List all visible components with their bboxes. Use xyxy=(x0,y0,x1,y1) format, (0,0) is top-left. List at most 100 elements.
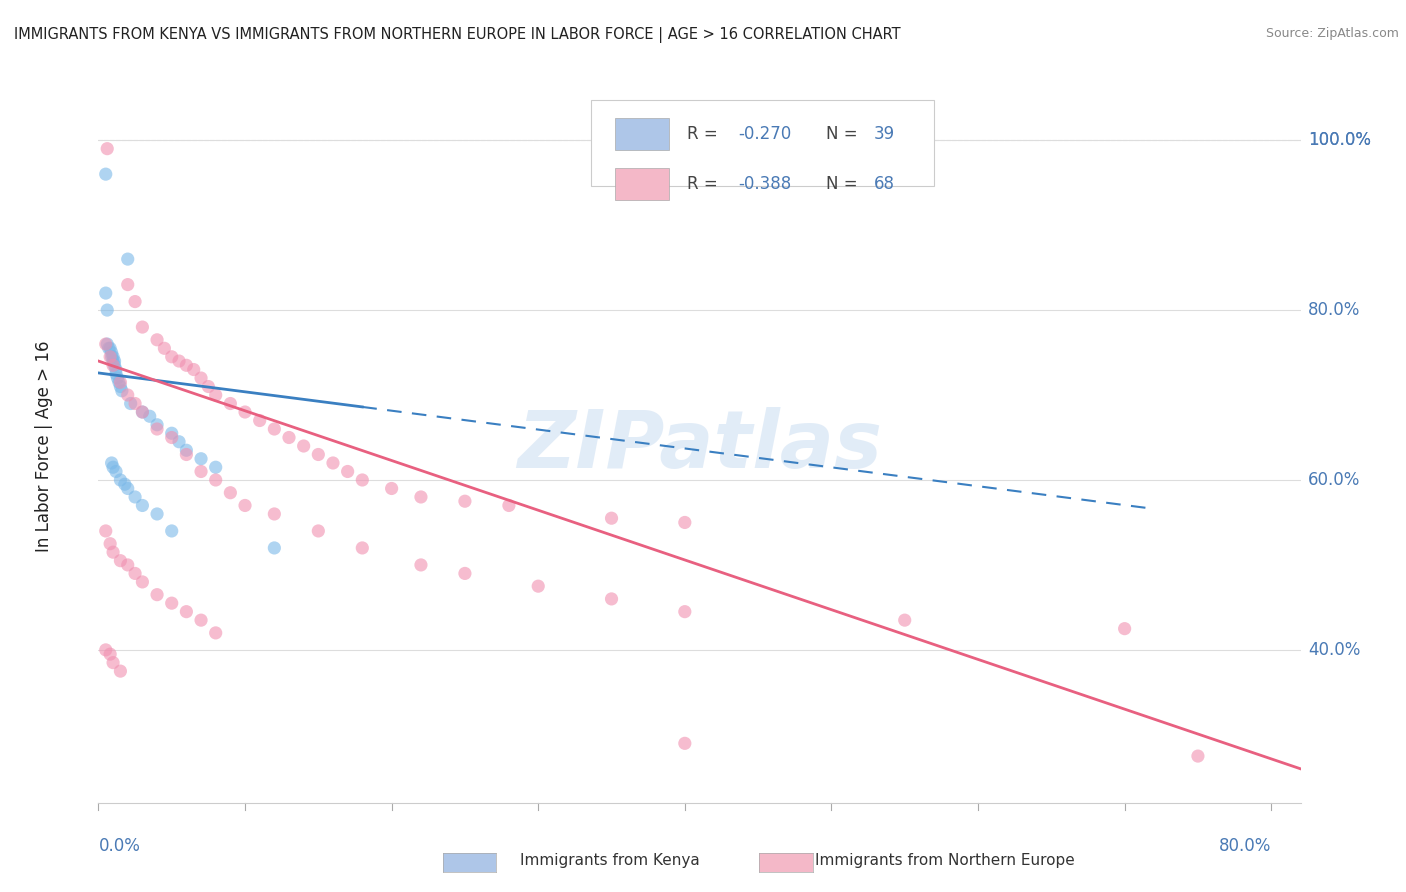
Point xyxy=(117,558,139,572)
Point xyxy=(336,465,359,479)
Point xyxy=(381,482,404,496)
Text: 100.0%: 100.0% xyxy=(1308,131,1371,149)
Point xyxy=(124,396,146,410)
Point xyxy=(101,359,124,373)
Point xyxy=(204,460,226,475)
Text: 80.0%: 80.0% xyxy=(1308,301,1360,319)
Point xyxy=(101,656,124,670)
Text: R =: R = xyxy=(688,175,724,193)
Point xyxy=(219,396,242,410)
Point xyxy=(111,384,134,398)
Point xyxy=(103,359,125,373)
Point xyxy=(1187,749,1209,764)
Point xyxy=(131,405,153,419)
Point xyxy=(117,482,139,496)
Point xyxy=(146,507,169,521)
Point xyxy=(117,277,139,292)
Point xyxy=(146,588,169,602)
Point xyxy=(673,516,696,530)
Point xyxy=(454,494,477,508)
Point xyxy=(124,294,146,309)
FancyBboxPatch shape xyxy=(592,100,934,186)
Point xyxy=(114,477,136,491)
Point xyxy=(183,362,205,376)
Text: Immigrants from Northern Europe: Immigrants from Northern Europe xyxy=(815,854,1076,868)
Point xyxy=(131,405,153,419)
Point xyxy=(204,473,226,487)
Point xyxy=(292,439,315,453)
Point xyxy=(197,379,219,393)
Point xyxy=(409,490,432,504)
Point xyxy=(94,337,117,351)
Point xyxy=(101,460,124,475)
Point xyxy=(190,451,212,466)
Point xyxy=(105,367,128,381)
Point xyxy=(204,626,226,640)
Point xyxy=(322,456,344,470)
Point xyxy=(120,396,142,410)
Point xyxy=(94,167,117,181)
Point xyxy=(233,499,256,513)
Point xyxy=(146,333,169,347)
Point xyxy=(107,371,129,385)
Point xyxy=(160,350,183,364)
Point xyxy=(673,605,696,619)
Point xyxy=(110,376,132,390)
Point xyxy=(190,613,212,627)
Point xyxy=(96,303,118,318)
Point xyxy=(160,426,183,441)
Bar xyxy=(616,168,669,200)
Point xyxy=(167,354,190,368)
Point xyxy=(110,473,132,487)
Point xyxy=(190,465,212,479)
Point xyxy=(110,554,132,568)
Point xyxy=(101,545,124,559)
Point xyxy=(131,499,153,513)
Point xyxy=(176,605,198,619)
Text: N =: N = xyxy=(825,175,863,193)
Point xyxy=(124,566,146,581)
Point xyxy=(146,422,169,436)
Point xyxy=(352,541,374,555)
Point xyxy=(160,596,183,610)
Point xyxy=(124,490,146,504)
Text: -0.388: -0.388 xyxy=(738,175,792,193)
Point xyxy=(100,456,122,470)
Point xyxy=(160,430,183,444)
Point xyxy=(105,465,128,479)
Point xyxy=(146,417,169,432)
Point xyxy=(98,537,121,551)
Point xyxy=(101,354,124,368)
Point xyxy=(103,354,125,368)
Point xyxy=(233,405,256,419)
Point xyxy=(219,485,242,500)
Point xyxy=(108,376,131,390)
Text: Source: ZipAtlas.com: Source: ZipAtlas.com xyxy=(1265,27,1399,40)
Point xyxy=(176,443,198,458)
Point xyxy=(352,473,374,487)
Point xyxy=(100,345,122,359)
Point xyxy=(673,736,696,750)
Text: In Labor Force | Age > 16: In Labor Force | Age > 16 xyxy=(35,340,53,552)
Text: 80.0%: 80.0% xyxy=(1219,837,1271,855)
Point xyxy=(893,613,915,627)
Point xyxy=(96,337,118,351)
Text: 100.0%: 100.0% xyxy=(1308,131,1371,149)
Point xyxy=(527,579,550,593)
Text: 68: 68 xyxy=(873,175,894,193)
Point xyxy=(96,142,118,156)
Point xyxy=(97,341,120,355)
Text: ZIPatlas: ZIPatlas xyxy=(517,407,882,485)
Point xyxy=(249,413,271,427)
Text: N =: N = xyxy=(825,125,863,143)
Point xyxy=(131,574,153,589)
Bar xyxy=(616,118,669,150)
Point xyxy=(153,341,176,355)
Point xyxy=(600,591,623,606)
Point xyxy=(110,664,132,678)
Text: IMMIGRANTS FROM KENYA VS IMMIGRANTS FROM NORTHERN EUROPE IN LABOR FORCE | AGE > : IMMIGRANTS FROM KENYA VS IMMIGRANTS FROM… xyxy=(14,27,901,43)
Point xyxy=(94,286,117,301)
Point xyxy=(307,524,329,538)
Point xyxy=(117,252,139,266)
Point xyxy=(167,434,190,449)
